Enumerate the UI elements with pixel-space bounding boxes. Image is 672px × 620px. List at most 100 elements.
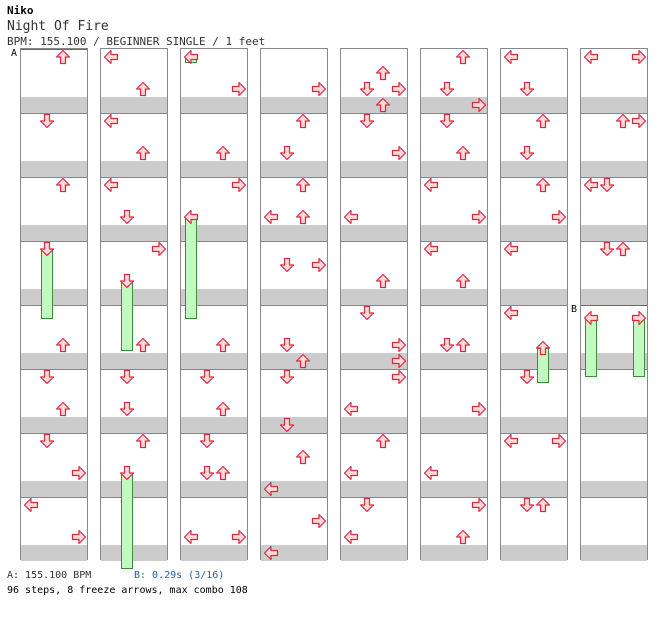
measure-line (101, 369, 167, 370)
arrow-up-icon (295, 449, 311, 465)
beat-stripe (21, 129, 87, 145)
beat-stripe (181, 225, 247, 241)
arrow-up-icon (535, 113, 551, 129)
measure-line (181, 369, 247, 370)
measure-line (421, 433, 487, 434)
beat-stripe (181, 353, 247, 369)
beat-stripe (501, 257, 567, 273)
beat-stripe (501, 385, 567, 401)
freeze-arrow-body (185, 217, 197, 320)
chart-column (100, 48, 168, 569)
arrow-up-icon (615, 241, 631, 257)
beat-stripe (21, 161, 87, 177)
beat-stripe (421, 417, 487, 433)
measure-line (261, 369, 327, 370)
beat-stripe (581, 449, 647, 465)
arrow-right-icon (231, 81, 247, 97)
beat-stripe (101, 225, 167, 241)
chart-column (180, 48, 248, 561)
arrow-right-icon (231, 529, 247, 545)
beat-stripe (341, 449, 407, 465)
arrow-up-icon (535, 177, 551, 193)
arrow-left-icon (263, 481, 279, 497)
measure-line (341, 241, 407, 242)
arrow-up-icon (455, 49, 471, 65)
beat-stripe (341, 161, 407, 177)
beat-stripe (501, 481, 567, 497)
measure-line (21, 433, 87, 434)
speed-marker-label: A (11, 48, 18, 59)
arrow-down-icon (439, 337, 455, 353)
measure-line (421, 305, 487, 306)
arrow-down-icon (119, 369, 135, 385)
arrow-up-icon (135, 433, 151, 449)
beat-stripe (341, 97, 407, 113)
arrow-right-icon (71, 465, 87, 481)
arrow-right-icon (391, 353, 407, 369)
arrow-up-icon (295, 353, 311, 369)
arrow-down-icon (439, 113, 455, 129)
arrow-down-icon (599, 241, 615, 257)
beat-stripe (21, 513, 87, 529)
measure-line (421, 369, 487, 370)
beat-stripe (501, 129, 567, 145)
arrow-up-icon (455, 273, 471, 289)
beat-stripe (261, 193, 327, 209)
arrow-left-icon (503, 241, 519, 257)
beat-stripe (261, 385, 327, 401)
arrow-down-icon (199, 465, 215, 481)
beat-stripe (21, 97, 87, 113)
measure-line (261, 497, 327, 498)
beat-stripe (101, 193, 167, 209)
arrow-up-icon (375, 97, 391, 113)
beat-stripe (181, 545, 247, 561)
arrow-up-icon (55, 401, 71, 417)
measure-line (21, 241, 87, 242)
arrow-down-icon (519, 81, 535, 97)
measure-line (581, 433, 647, 434)
measure-line (341, 369, 407, 370)
arrow-right-icon (391, 337, 407, 353)
measure-line (261, 433, 327, 434)
beat-stripe (421, 545, 487, 561)
arrow-up-icon (135, 337, 151, 353)
measure-line (501, 433, 567, 434)
chart-info: BPM: 155.100 / BEGINNER SINGLE / 1 feet (7, 35, 266, 48)
beat-stripe (341, 513, 407, 529)
bpm-b-readout: B: 0.29s (3/16) (134, 570, 225, 581)
measure-line (261, 241, 327, 242)
beat-stripe (501, 545, 567, 561)
measure-line (501, 497, 567, 498)
beat-stripe (261, 65, 327, 81)
beat-stripe (21, 193, 87, 209)
measure-line (181, 113, 247, 114)
measure-line (181, 497, 247, 498)
chart-stats: 96 steps, 8 freeze arrows, max combo 108 (7, 585, 248, 596)
freeze-arrow-body (121, 473, 133, 569)
beat-stripe (501, 65, 567, 81)
measure-line (421, 241, 487, 242)
beat-stripe (261, 353, 327, 369)
arrow-right-icon (471, 97, 487, 113)
arrow-up-icon (535, 497, 551, 513)
beat-stripe (421, 289, 487, 305)
measure-line (101, 113, 167, 114)
measure-line (501, 241, 567, 242)
measure-line (581, 241, 647, 242)
measure-line (581, 497, 647, 498)
measure-line (341, 113, 407, 114)
beat-stripe (261, 289, 327, 305)
arrow-left-icon (183, 529, 199, 545)
beat-stripe (101, 161, 167, 177)
arrow-right-icon (311, 513, 327, 529)
freeze-arrow-head-right-icon (631, 310, 647, 326)
beat-stripe (501, 449, 567, 465)
arrow-down-icon (199, 433, 215, 449)
arrow-down-icon (359, 81, 375, 97)
beat-stripe (581, 257, 647, 273)
measure-line (581, 177, 647, 178)
beat-stripe (101, 449, 167, 465)
arrow-right-icon (391, 81, 407, 97)
arrow-left-icon (583, 49, 599, 65)
chart-column (420, 48, 488, 561)
